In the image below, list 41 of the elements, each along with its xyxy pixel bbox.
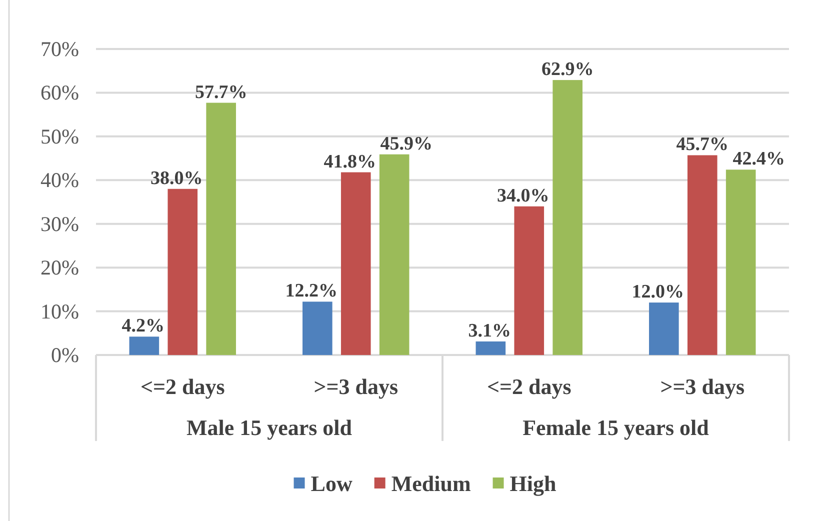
- legend-label: Low: [310, 470, 352, 496]
- y-tick-label: 20%: [40, 256, 79, 280]
- bar: [649, 302, 679, 355]
- y-tick-label: 10%: [40, 299, 79, 324]
- text: Male 15 years old: [186, 414, 352, 440]
- data-label: 42.4%: [732, 148, 785, 170]
- y-tick-label: 0%: [51, 343, 79, 367]
- data-label: 57.7%: [194, 82, 248, 103]
- data-label: 38.0%: [150, 168, 203, 189]
- legend-label: Medium: [391, 470, 471, 496]
- data-label: 12.0%: [632, 282, 684, 303]
- y-tick-label: 30%: [40, 212, 79, 236]
- bar: [552, 80, 582, 355]
- bar: [168, 188, 198, 355]
- bar: [726, 170, 756, 355]
- bar: [206, 102, 236, 355]
- bar: [302, 302, 332, 355]
- data-label: 4.2%: [122, 316, 165, 337]
- bar: [476, 341, 506, 355]
- bar: [379, 154, 410, 355]
- y-tick-label: 70%: [40, 37, 79, 61]
- bar: [687, 155, 718, 355]
- data-label: 12.2%: [285, 280, 338, 302]
- legend-label: High: [510, 470, 556, 496]
- y-tick-label: 60%: [40, 80, 79, 105]
- data-label: 3.1%: [468, 320, 512, 342]
- data-label: 41.8%: [324, 151, 376, 172]
- bar: [129, 336, 160, 355]
- x-tick-label: >=3 days: [314, 374, 398, 398]
- text: Female 15 years old: [522, 414, 709, 440]
- x-tick-label: >=3 days: [660, 374, 745, 398]
- y-tick-label: 40%: [40, 168, 79, 192]
- bar: [340, 172, 371, 355]
- data-label: 45.9%: [380, 133, 432, 154]
- data-label: 45.7%: [676, 134, 728, 156]
- x-tick-label: <=2 days: [486, 374, 572, 398]
- data-label: 34.0%: [497, 185, 550, 206]
- bar: [514, 206, 544, 355]
- data-label: 62.9%: [541, 59, 594, 80]
- x-tick-label: <=2 days: [140, 374, 226, 398]
- y-tick-label: 50%: [40, 124, 79, 148]
